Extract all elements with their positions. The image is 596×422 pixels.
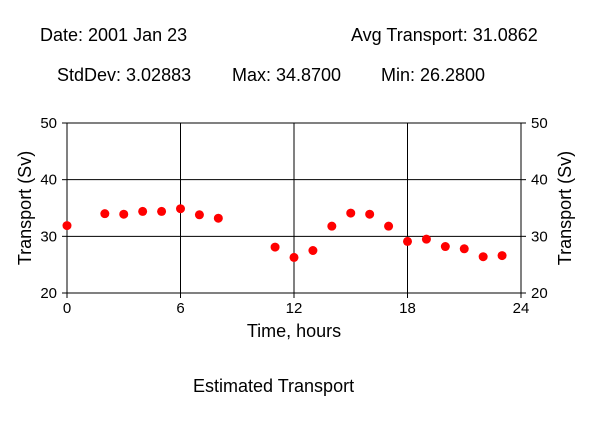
y-tick-label-right: 40 xyxy=(531,172,548,189)
data-point xyxy=(213,213,223,223)
y-tick-label-right: 50 xyxy=(531,115,548,132)
data-point xyxy=(100,209,110,219)
y-tick-label-left: 40 xyxy=(40,172,57,189)
avg-transport-label: Avg Transport: 31.0862 xyxy=(351,25,538,45)
data-point xyxy=(459,244,469,254)
x-axis-label: Time, hours xyxy=(247,321,341,341)
data-point xyxy=(346,208,356,218)
data-point xyxy=(270,242,280,252)
data-point xyxy=(365,209,375,219)
y-tick-label-right: 20 xyxy=(531,285,548,302)
chart-caption: Estimated Transport xyxy=(193,376,355,396)
data-point xyxy=(194,210,204,220)
data-point xyxy=(403,236,412,246)
date-label: Date: 2001 Jan 23 xyxy=(40,25,188,45)
data-point xyxy=(138,206,148,216)
y-tick-label-left: 30 xyxy=(40,228,57,245)
x-tick-label: 12 xyxy=(286,300,303,317)
x-tick-label: 6 xyxy=(176,300,184,317)
data-point xyxy=(176,204,185,214)
min-label: Min: 26.2800 xyxy=(381,65,486,85)
data-point xyxy=(478,252,488,262)
data-point xyxy=(62,221,72,231)
data-point xyxy=(119,209,129,219)
max-label: Max: 34.8700 xyxy=(232,65,342,85)
data-point xyxy=(157,206,167,216)
data-point xyxy=(421,234,431,244)
data-point xyxy=(497,251,507,261)
y-axis-label-right: Transport (Sv) xyxy=(555,151,575,265)
x-tick-label: 18 xyxy=(399,300,416,317)
data-point xyxy=(327,221,337,231)
data-point xyxy=(384,221,394,231)
data-point xyxy=(440,242,450,252)
y-tick-label-left: 50 xyxy=(40,115,57,132)
y-axis-label-left: Transport (Sv) xyxy=(15,151,35,265)
stddev-label: StdDev: 3.02883 xyxy=(57,65,192,85)
y-tick-label-right: 30 xyxy=(531,228,548,245)
y-tick-label-left: 20 xyxy=(40,285,57,302)
x-tick-label: 0 xyxy=(63,300,71,317)
x-tick-label: 24 xyxy=(513,300,530,317)
data-point xyxy=(308,246,318,255)
data-point xyxy=(289,252,299,262)
